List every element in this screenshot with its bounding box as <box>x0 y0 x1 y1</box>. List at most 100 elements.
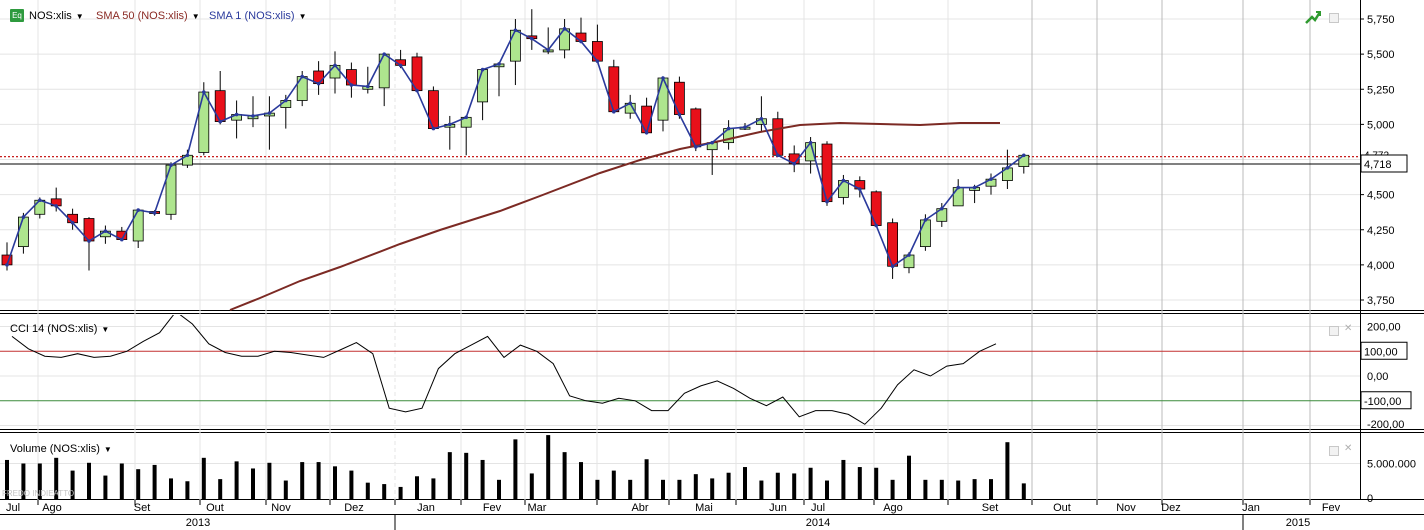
sma1-point <box>202 90 206 94</box>
x-tick-label: Mar <box>528 502 547 514</box>
x-tick-label: Abr <box>631 502 648 514</box>
volume-bar <box>1021 483 1026 499</box>
volume-bar <box>677 479 682 499</box>
volume-bar <box>267 462 272 499</box>
candle <box>329 64 341 79</box>
sma1-point <box>776 153 780 158</box>
y-tick-label: 0 <box>1367 493 1373 505</box>
chevron-down-icon[interactable]: ▼ <box>101 325 110 334</box>
close-icon[interactable]: ✕ <box>1344 443 1353 454</box>
volume-bar <box>185 481 190 499</box>
volume-bar <box>169 478 173 499</box>
candle <box>378 53 390 89</box>
year-label: 2015 <box>1286 517 1310 529</box>
y-tick-label: 5,500 <box>1367 49 1395 61</box>
x-tick-label: Set <box>982 502 999 514</box>
cci-legend[interactable]: CCI 14 (NOS:xlis) ▼ <box>10 323 110 335</box>
sma1-point <box>480 67 485 72</box>
sma1-legend[interactable]: SMA 1 (NOS:xlis) ▼ <box>209 10 307 22</box>
x-tick-label: Nov <box>271 502 291 514</box>
sma1-point <box>726 126 731 131</box>
maximize-icon[interactable] <box>1329 446 1339 456</box>
sma1-point <box>759 116 764 121</box>
sma50-legend[interactable]: SMA 50 (NOS:xlis) ▼ <box>96 10 200 22</box>
chevron-down-icon[interactable]: ▼ <box>103 445 112 454</box>
sma1-point <box>316 81 321 86</box>
chevron-down-icon[interactable]: ▼ <box>298 12 307 21</box>
candle <box>345 69 357 86</box>
sma1-point <box>792 161 796 166</box>
volume-bar <box>857 467 862 499</box>
sma1-point <box>890 264 895 269</box>
volume-bar <box>234 461 239 499</box>
volume-legend[interactable]: Volume (NOS:xlis) ▼ <box>10 443 112 455</box>
volume-bar <box>398 486 403 499</box>
sma1-point <box>858 187 862 191</box>
sma1-point <box>152 211 157 215</box>
volume-bar <box>792 473 797 499</box>
sma1-point <box>87 239 91 243</box>
candle <box>34 199 46 215</box>
sma1-point <box>530 36 534 41</box>
sma1-point <box>382 52 387 56</box>
volume-bar <box>562 452 567 499</box>
chevron-down-icon[interactable]: ▼ <box>75 12 84 21</box>
maximize-icon[interactable] <box>1329 326 1339 336</box>
volume-bar <box>283 480 288 499</box>
sma1-point <box>5 263 9 267</box>
volume-bar <box>989 479 993 499</box>
candle <box>17 216 29 248</box>
volume-bar <box>923 479 928 499</box>
volume-bar <box>579 462 583 499</box>
sma1-point <box>448 122 452 127</box>
volume-bar <box>201 457 206 499</box>
sma1-point <box>234 112 239 117</box>
sma1-point <box>825 199 829 204</box>
x-tick-label: Fev <box>483 502 502 514</box>
volume-bar <box>611 470 616 499</box>
sma1-point <box>464 115 469 120</box>
equity-icon: Eq <box>10 9 24 22</box>
x-tick-label: Jul <box>811 502 825 514</box>
volume-bar <box>300 462 305 499</box>
candle <box>674 81 685 115</box>
volume-bar <box>661 479 665 499</box>
sma1-point <box>1022 153 1026 158</box>
x-tick-label: Jan <box>417 502 435 514</box>
sma1-point <box>562 27 567 31</box>
volume-bar <box>743 467 747 499</box>
sma1-point <box>677 112 682 117</box>
candle <box>165 164 177 215</box>
cci-level-box <box>1360 341 1408 360</box>
candle <box>772 118 784 156</box>
volume-bar <box>480 459 485 499</box>
candle <box>920 219 931 248</box>
volume-bar <box>37 463 42 499</box>
x-tick-label: Mai <box>695 502 713 514</box>
volume-bar <box>972 479 977 499</box>
sma1-point <box>218 119 222 124</box>
volume-bar <box>218 479 223 499</box>
volume-bar <box>546 435 551 499</box>
volume-bar <box>710 478 715 499</box>
volume-bar <box>759 480 764 499</box>
volume-bar <box>316 462 321 499</box>
chevron-down-icon[interactable]: ▼ <box>191 12 200 21</box>
last-price-box <box>1360 154 1408 173</box>
volume-bar <box>644 459 649 499</box>
candle <box>132 209 144 242</box>
y-tick-label: 5,000 <box>1367 119 1395 131</box>
trend-icon[interactable] <box>1304 9 1322 25</box>
volume-bar <box>693 474 698 499</box>
volume-bar <box>874 467 879 499</box>
y-tick-label: 3,750 <box>1367 295 1395 307</box>
symbol-legend[interactable]: NOS:xlis ▼ <box>29 10 84 22</box>
volume-bar <box>890 479 895 499</box>
candle <box>296 76 308 101</box>
volume-bar <box>365 482 370 499</box>
sma1-point <box>956 185 960 190</box>
close-icon[interactable]: ✕ <box>1344 323 1353 334</box>
maximize-icon[interactable] <box>1329 13 1339 23</box>
volume-bar <box>415 476 419 499</box>
